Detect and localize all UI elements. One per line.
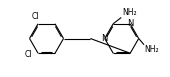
Text: Cl: Cl	[32, 12, 39, 21]
Text: N: N	[101, 34, 108, 43]
Text: NH₂: NH₂	[122, 8, 136, 17]
Text: N: N	[127, 19, 133, 28]
Text: NH₂: NH₂	[144, 45, 159, 54]
Text: Cl: Cl	[24, 50, 32, 59]
